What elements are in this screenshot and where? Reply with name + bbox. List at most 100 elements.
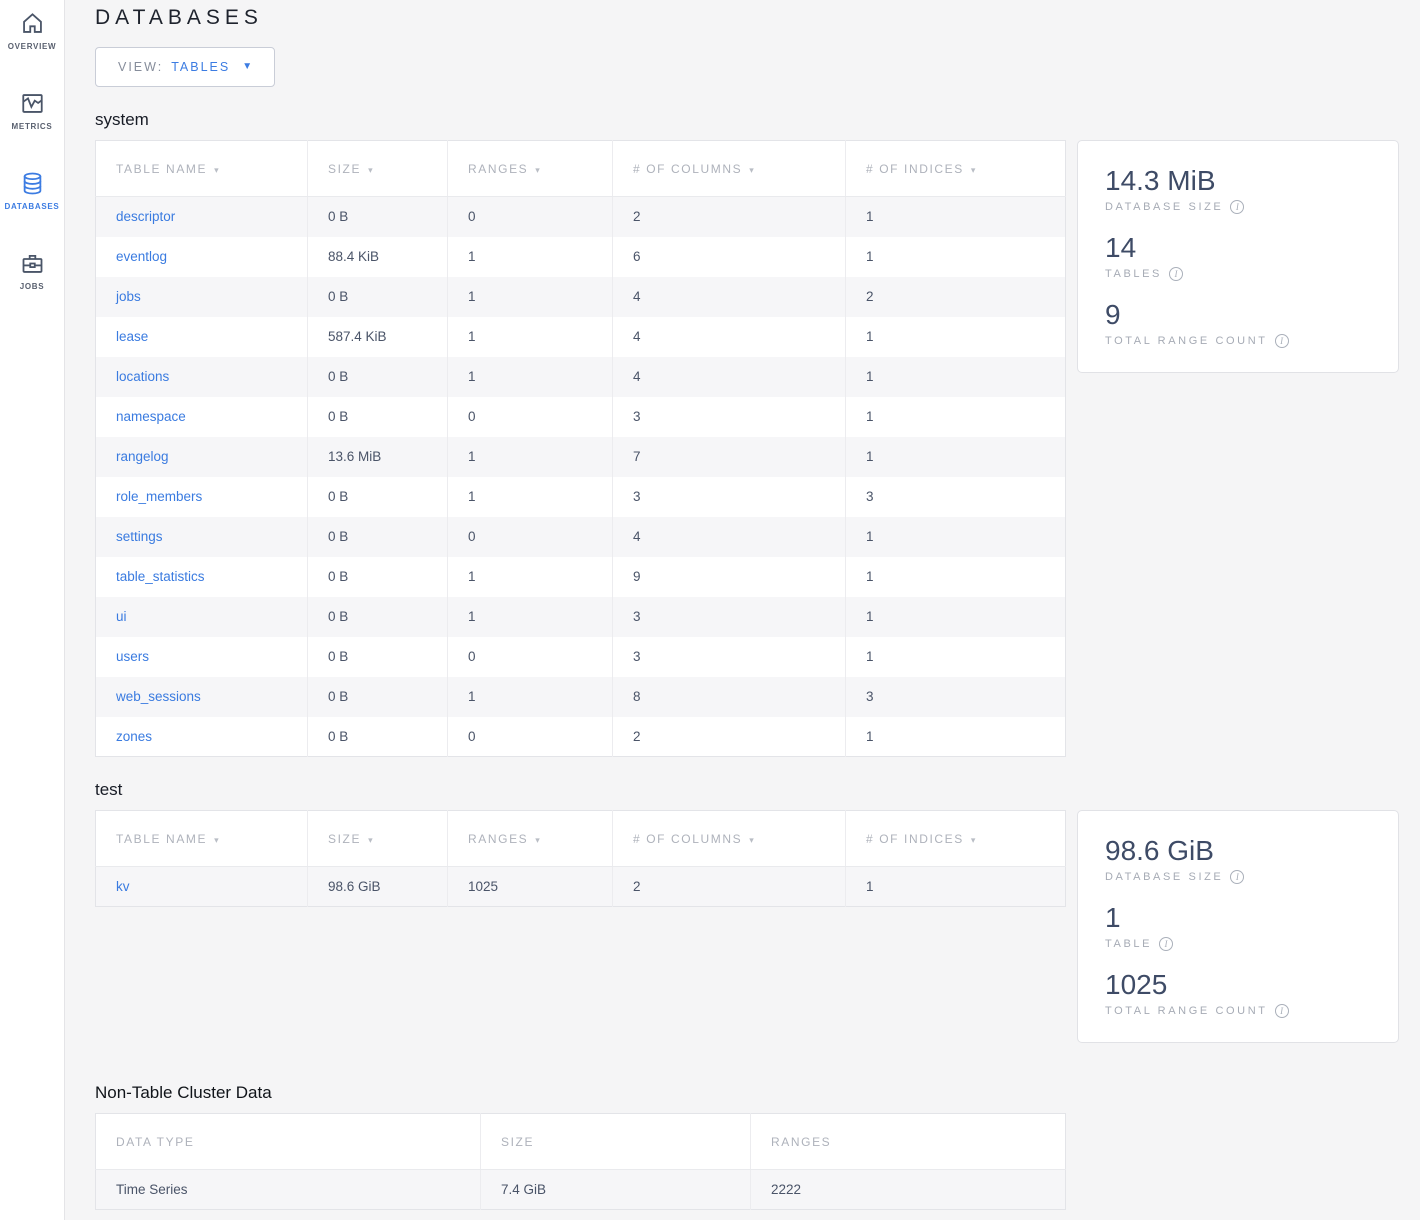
- column-header-table-name[interactable]: TABLE NAME ▾: [95, 140, 308, 197]
- table-link[interactable]: eventlog: [116, 249, 168, 264]
- stat-label-text: TOTAL RANGE COUNT: [1105, 335, 1268, 347]
- sort-arrow-icon: ▾: [368, 834, 373, 845]
- column-header-size[interactable]: SIZE ▾: [307, 810, 448, 867]
- table-cell: 0 B: [307, 516, 448, 557]
- column-header-label: RANGES: [468, 831, 529, 846]
- table-link[interactable]: namespace: [116, 409, 186, 424]
- table-name-cell: eventlog: [95, 236, 308, 277]
- table-name-cell: zones: [95, 716, 308, 757]
- table-link[interactable]: users: [116, 649, 150, 664]
- database-heading-system: system: [95, 110, 149, 129]
- table-name-cell: ui: [95, 596, 308, 637]
- stat-label: TOTAL RANGE COUNT i: [1105, 334, 1371, 348]
- table-cell: 1: [447, 356, 613, 397]
- info-icon[interactable]: i: [1168, 267, 1183, 281]
- table-cell: 2: [845, 276, 1066, 317]
- sidebar-item-metrics[interactable]: METRICS: [0, 90, 65, 170]
- table-link[interactable]: ui: [116, 609, 127, 624]
- table-link[interactable]: zones: [116, 728, 153, 744]
- table-cell: 1: [447, 476, 613, 517]
- column-header-ranges: RANGES: [750, 1113, 1066, 1170]
- non-table-section: DATA TYPE SIZE RANGES Time Series 7.4 GiB 22…: [95, 1113, 1420, 1210]
- table-cell: 8: [612, 676, 846, 717]
- column-header-of-columns[interactable]: # OF COLUMNS ▾: [612, 810, 846, 867]
- table-cell: 1: [447, 556, 613, 597]
- table-name-cell: locations: [95, 356, 308, 397]
- table-link[interactable]: role_members: [116, 489, 203, 504]
- info-icon[interactable]: i: [1274, 1004, 1289, 1018]
- table-cell: 0: [447, 396, 613, 437]
- column-header-of-columns[interactable]: # OF COLUMNS ▾: [612, 140, 846, 197]
- info-icon[interactable]: i: [1230, 870, 1245, 884]
- info-icon[interactable]: i: [1230, 200, 1245, 214]
- stat-label-text: DATABASE SIZE: [1105, 201, 1224, 213]
- sidebar: OVERVIEW METRICS DATABASES JOBS: [0, 0, 65, 1220]
- column-header-label: SIZE: [328, 161, 362, 176]
- sidebar-item-jobs[interactable]: JOBS: [0, 250, 65, 330]
- table-cell: 1: [447, 596, 613, 637]
- sidebar-item-databases[interactable]: DATABASES: [0, 170, 65, 250]
- non-table-heading: Non-Table Cluster Data: [95, 1083, 272, 1102]
- table-link[interactable]: web_sessions: [116, 689, 201, 704]
- sidebar-item-overview[interactable]: OVERVIEW: [0, 10, 65, 90]
- table-cell: 1: [845, 196, 1066, 237]
- table-link[interactable]: locations: [116, 369, 170, 384]
- table-cell: 0 B: [307, 476, 448, 517]
- table-link[interactable]: table_statistics: [116, 569, 205, 584]
- table-name-cell: web_sessions: [95, 676, 308, 717]
- info-icon[interactable]: i: [1159, 937, 1174, 951]
- tables-table-test: TABLE NAME ▾ SIZE ▾ RANGES ▾ # OF COLUMNS ▾ # OF…: [95, 810, 1066, 907]
- table-cell: 1: [845, 516, 1066, 557]
- table-cell: 3: [845, 476, 1066, 517]
- table-cell: 1: [845, 436, 1066, 477]
- table-header-row: DATA TYPE SIZE RANGES: [95, 1113, 1066, 1170]
- table-cell: 0 B: [307, 676, 448, 717]
- table-cell: 3: [612, 396, 846, 437]
- table-link[interactable]: descriptor: [116, 209, 176, 225]
- table-row: eventlog 88.4 KiB 1 6 1: [95, 236, 1066, 277]
- table-name-cell: lease: [95, 316, 308, 357]
- stat-block: 1025 TOTAL RANGE COUNT i: [1105, 969, 1371, 1018]
- sort-arrow-icon: ▾: [214, 164, 219, 175]
- column-header-label: SIZE: [501, 1134, 535, 1149]
- table-cell: 1025: [447, 866, 613, 907]
- info-icon[interactable]: i: [1274, 334, 1289, 348]
- column-header-label: # OF COLUMNS: [633, 161, 743, 176]
- sidebar-item-label: OVERVIEW: [7, 42, 57, 51]
- column-header-label: DATA TYPE: [116, 1134, 195, 1149]
- table-cell: 0 B: [307, 556, 448, 597]
- stat-label: DATABASE SIZE i: [1105, 200, 1371, 214]
- column-header-ranges[interactable]: RANGES ▾: [447, 140, 613, 197]
- table-link[interactable]: settings: [116, 529, 163, 544]
- column-header-of-indices[interactable]: # OF INDICES ▾: [845, 140, 1066, 197]
- stat-label-text: TOTAL RANGE COUNT: [1105, 1005, 1268, 1017]
- column-header-table-name[interactable]: TABLE NAME ▾: [95, 810, 308, 867]
- table-cell: 0 B: [307, 276, 448, 317]
- table-cell: 4: [612, 276, 846, 317]
- column-header-of-indices[interactable]: # OF INDICES ▾: [845, 810, 1066, 867]
- stat-label: TABLES i: [1105, 267, 1371, 281]
- table-cell: 1: [845, 356, 1066, 397]
- table-header-row: TABLE NAME ▾ SIZE ▾ RANGES ▾ # OF COLUMNS ▾ # OF…: [95, 810, 1066, 867]
- stat-block: 1 TABLE i: [1105, 902, 1371, 951]
- table-cell: 3: [612, 596, 846, 637]
- stat-label-text: DATABASE SIZE: [1105, 871, 1224, 883]
- column-header-size[interactable]: SIZE ▾: [307, 140, 448, 197]
- non-table-data-table: DATA TYPE SIZE RANGES Time Series 7.4 GiB 22…: [95, 1113, 1066, 1210]
- table-link[interactable]: jobs: [116, 289, 141, 304]
- table-link[interactable]: lease: [116, 329, 149, 344]
- column-header-label: TABLE NAME: [116, 161, 208, 176]
- column-header-data-type: DATA TYPE: [95, 1113, 481, 1170]
- database-section-test: TABLE NAME ▾ SIZE ▾ RANGES ▾ # OF COLUMNS ▾ # OF…: [95, 810, 1420, 1043]
- table-link[interactable]: kv: [116, 879, 130, 894]
- table-link[interactable]: rangelog: [116, 449, 169, 464]
- column-header-ranges[interactable]: RANGES ▾: [447, 810, 613, 867]
- table-cell: 2: [612, 196, 846, 237]
- table-name-cell: table_statistics: [95, 556, 308, 597]
- sort-arrow-icon: ▾: [749, 834, 754, 845]
- view-dropdown[interactable]: VIEW: TABLES ▼: [95, 47, 276, 87]
